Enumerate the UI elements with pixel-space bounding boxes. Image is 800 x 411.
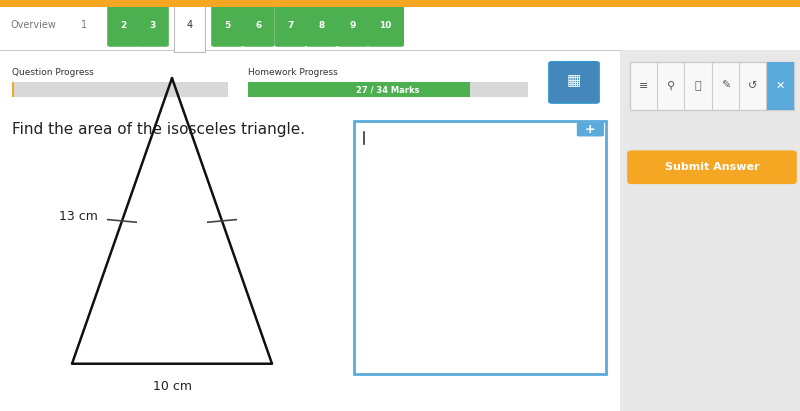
Text: 27 / 34 Marks: 27 / 34 Marks: [356, 85, 420, 94]
Text: ✎: ✎: [721, 81, 730, 91]
FancyBboxPatch shape: [274, 6, 306, 47]
Text: ✕: ✕: [775, 81, 785, 91]
Bar: [0, 0, 800, 50]
Bar: [620, 7, 800, 411]
FancyBboxPatch shape: [107, 6, 139, 47]
FancyBboxPatch shape: [174, 4, 205, 52]
Text: +: +: [585, 123, 596, 136]
Bar: [248, 82, 470, 97]
Text: 5: 5: [224, 21, 230, 30]
Text: Submit Answer: Submit Answer: [665, 162, 759, 172]
Bar: [12, 82, 228, 97]
Text: ↺: ↺: [748, 81, 758, 91]
Text: 10 cm: 10 cm: [153, 380, 191, 393]
Text: 3: 3: [150, 21, 156, 30]
Text: 7: 7: [287, 21, 294, 30]
Text: ⚲: ⚲: [666, 81, 674, 91]
FancyBboxPatch shape: [577, 122, 604, 136]
Bar: [354, 121, 606, 374]
Text: ▦: ▦: [567, 73, 581, 88]
FancyBboxPatch shape: [549, 62, 599, 103]
Bar: [248, 82, 528, 97]
Text: Question Progress: Question Progress: [12, 68, 94, 77]
FancyBboxPatch shape: [337, 6, 369, 47]
Text: Overview: Overview: [10, 20, 57, 30]
Text: 4: 4: [186, 20, 193, 30]
Text: 8: 8: [318, 21, 325, 30]
Text: 1: 1: [81, 20, 87, 30]
Bar: [0, 50, 620, 411]
Text: 10: 10: [379, 21, 392, 30]
Text: Find the area of the isosceles triangle.: Find the area of the isosceles triangle.: [12, 122, 305, 137]
Text: Homework Progress: Homework Progress: [248, 68, 338, 77]
Text: 9: 9: [350, 21, 356, 30]
FancyBboxPatch shape: [211, 6, 243, 47]
Bar: [766, 62, 794, 110]
FancyBboxPatch shape: [367, 6, 404, 47]
Text: ⌓: ⌓: [694, 81, 702, 91]
Bar: [12, 82, 14, 97]
FancyBboxPatch shape: [306, 6, 338, 47]
Bar: [630, 62, 794, 110]
Bar: [0, 0, 800, 7]
Text: 13 cm: 13 cm: [58, 210, 98, 223]
Text: 6: 6: [255, 21, 262, 30]
Text: 2: 2: [120, 21, 126, 30]
FancyBboxPatch shape: [242, 6, 274, 47]
FancyBboxPatch shape: [137, 6, 169, 47]
Text: ≡: ≡: [638, 81, 648, 91]
FancyBboxPatch shape: [627, 150, 797, 184]
